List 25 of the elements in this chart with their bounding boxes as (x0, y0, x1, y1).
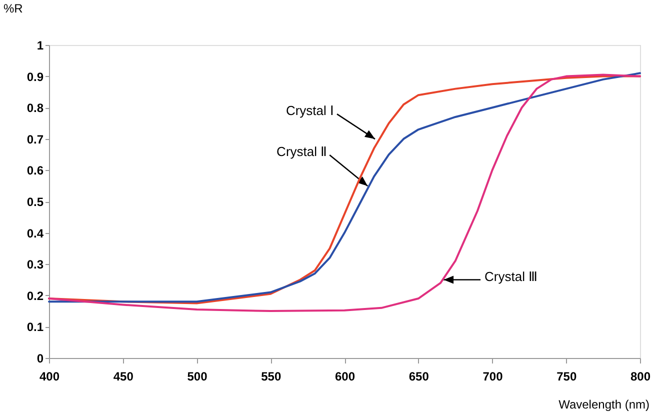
y-tick-label: 0.2 (26, 288, 44, 303)
annotation: Crystal Ⅰ (286, 103, 334, 118)
y-axis-title: %R (4, 2, 24, 16)
x-tick-label: 550 (261, 370, 282, 384)
x-axis-title: Wavelength (nm) (558, 398, 650, 412)
y-tick-label: 0.5 (26, 195, 44, 209)
y-tick-label: 0 (36, 352, 44, 366)
x-tick-label: 800 (630, 370, 651, 384)
y-tick-label: 0.1 (26, 320, 44, 334)
annotation: Crystal Ⅱ (276, 144, 327, 159)
y-tick-label: 0.9 (26, 70, 44, 84)
y-tick-label: 0.7 (26, 132, 44, 146)
y-tick-label: 0.4 (26, 226, 44, 240)
y-tick-label: 1 (36, 38, 44, 52)
y-tick-label: 0.8 (26, 101, 44, 116)
x-tick-label: 400 (39, 370, 60, 384)
y-tick-label: 0.3 (26, 258, 44, 272)
y-tick-label: 0.6 (26, 164, 44, 178)
x-tick-label: 700 (482, 370, 504, 384)
x-tick-label: 500 (187, 370, 208, 384)
annotation: Crystal Ⅲ (484, 268, 538, 284)
x-tick-label: 600 (334, 370, 356, 384)
x-tick-label: 650 (408, 370, 430, 384)
x-tick-label: 450 (113, 370, 134, 384)
x-tick-label: 750 (556, 370, 577, 384)
